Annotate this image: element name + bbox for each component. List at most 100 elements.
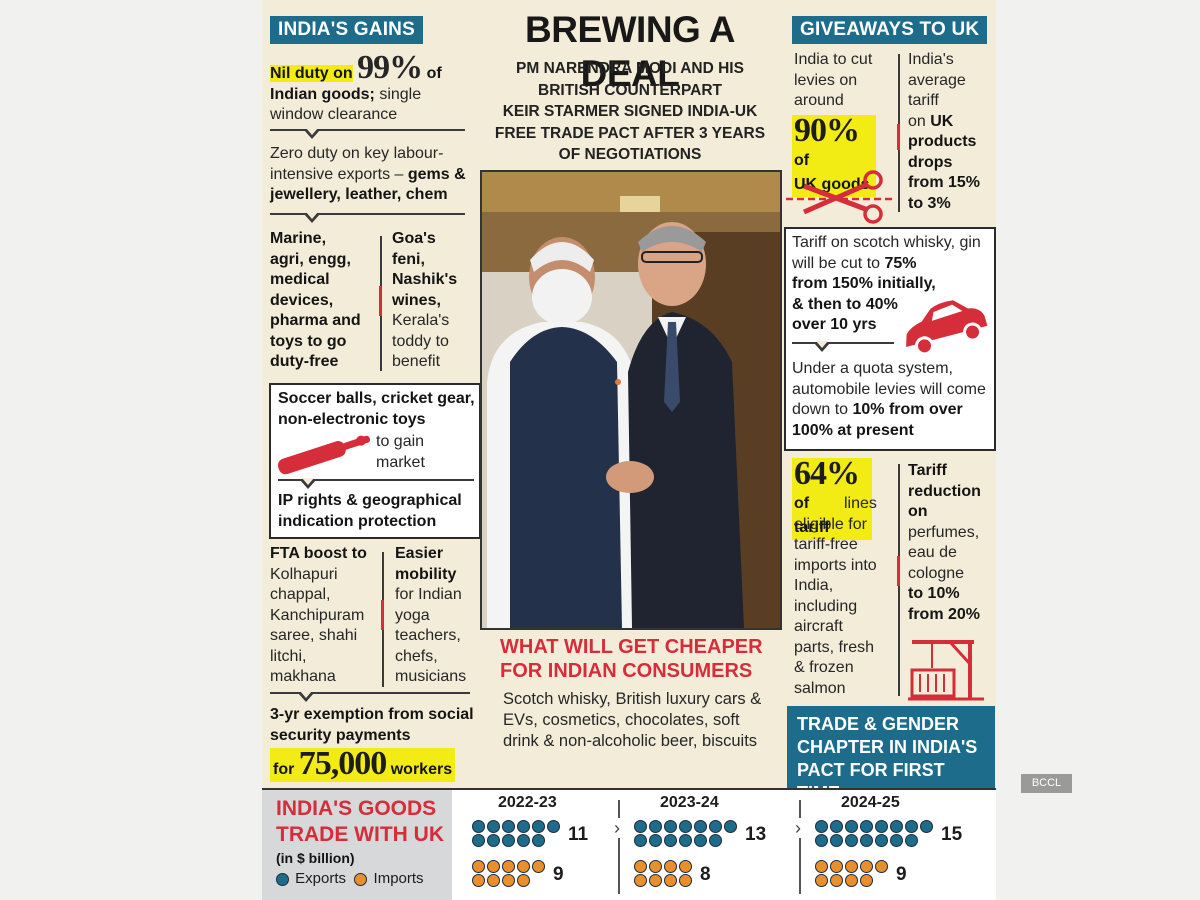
trade-year-label: 2023-24 — [660, 794, 719, 811]
imports-legend-label: Imports — [373, 870, 424, 887]
accent-bar — [897, 556, 900, 586]
cheaper-heading: WHAT WILL GET CHEAPER FOR INDIAN CONSUME… — [500, 636, 763, 682]
exports-dots — [815, 820, 937, 848]
imports-dots — [472, 860, 549, 888]
year-separator — [799, 800, 801, 894]
exports-dot — [724, 820, 737, 834]
giveaways-heading: GIVEAWAYS TO UK — [792, 16, 988, 44]
exports-dot — [664, 820, 677, 834]
imports-dot — [487, 860, 500, 874]
imports-dot — [649, 874, 662, 888]
chevron-right-icon: › — [614, 818, 620, 838]
social-security-text: 3-yr exemption from social security paym… — [270, 706, 474, 744]
exports-dot — [920, 820, 933, 834]
imports-dot — [532, 860, 545, 874]
exports-value: 15 — [941, 824, 963, 845]
divider — [270, 213, 465, 215]
imports-dot — [679, 860, 692, 874]
imports-dot — [875, 860, 888, 874]
exports-value: 11 — [568, 824, 589, 845]
soccer-rest: to gain market — [376, 433, 425, 471]
marine-block: Marine, agri, engg, medical devices, pha… — [270, 230, 361, 370]
imports-dot — [472, 874, 485, 888]
imports-dots — [634, 860, 696, 888]
divider-pointer — [300, 478, 316, 489]
accent-bar — [381, 600, 384, 630]
imports-dot — [472, 860, 485, 874]
imports-dot — [664, 874, 677, 888]
imports-dot — [634, 874, 647, 888]
cut-levies-highlight: 90% of UK goods — [792, 114, 876, 197]
imports-value: 9 — [896, 864, 907, 885]
imports-dot — [502, 874, 515, 888]
exports-dot — [860, 820, 873, 834]
exports-dot — [694, 834, 707, 848]
exports-dot — [694, 820, 707, 834]
bccl-credit: BCCL — [1021, 774, 1072, 793]
exports-dot — [502, 820, 515, 834]
imports-dot — [815, 874, 828, 888]
imports-dot — [679, 874, 692, 888]
exports-dot — [487, 834, 500, 848]
imports-dot — [830, 874, 843, 888]
imports-dot — [649, 860, 662, 874]
exports-dot — [502, 834, 515, 848]
leaders-photo — [480, 170, 782, 630]
india-gains-heading: INDIA'S GAINS — [270, 16, 423, 44]
exports-legend-swatch — [276, 872, 289, 886]
imports-dots — [815, 860, 892, 888]
divider-pointer — [304, 212, 320, 223]
divider — [270, 129, 465, 131]
exports-dot — [472, 820, 485, 834]
car-icon — [906, 300, 988, 356]
divider — [270, 692, 470, 694]
imports-dot — [664, 860, 677, 874]
exports-dot — [649, 820, 662, 834]
imports-legend-swatch — [354, 872, 368, 886]
exports-dot — [517, 820, 530, 834]
exports-legend-label: Exports — [295, 870, 347, 887]
ip-rights-text: IP rights & geographical indication prot… — [278, 492, 462, 530]
exports-dot — [845, 834, 858, 848]
exports-dot — [709, 834, 722, 848]
exports-dot — [830, 820, 843, 834]
year-separator — [618, 800, 620, 894]
perfume-block: Tariff reduction on perfumes, eau de col… — [908, 462, 981, 623]
imports-dot — [502, 860, 515, 874]
accent-bar — [897, 124, 900, 150]
divider-pointer — [298, 691, 314, 702]
whisky-auto-box — [784, 227, 996, 451]
divider — [792, 342, 894, 344]
tariff-lines-highlight: 64% of tariff — [792, 457, 872, 540]
exports-dot — [679, 834, 692, 848]
whisky-block: Tariff on scotch whisky, gin will be cut… — [792, 234, 981, 333]
exports-dot — [905, 820, 918, 834]
exports-dots — [472, 820, 564, 848]
exports-dot — [487, 820, 500, 834]
trade-year-label: 2024-25 — [841, 794, 900, 811]
divider-pointer — [304, 128, 320, 139]
imports-dot — [634, 860, 647, 874]
divider — [278, 479, 474, 481]
exports-dot — [890, 834, 903, 848]
exports-dot — [815, 834, 828, 848]
exports-dot — [664, 834, 677, 848]
cheaper-list: Scotch whisky, British luxury cars & EVs… — [503, 690, 762, 750]
exports-dots — [634, 820, 741, 848]
soccer-block: Soccer balls, cricket gear, non-electron… — [278, 390, 475, 428]
trade-gender-banner: TRADE & GENDER CHAPTER IN INDIA'S PACT F… — [787, 706, 995, 803]
cricket-bat-icon — [277, 435, 371, 475]
infographic-subtitle: PM NARENDRA MODI AND HIS BRITISH COUNTER… — [494, 60, 766, 163]
exports-dot — [875, 834, 888, 848]
leaders-handshake-image — [482, 172, 780, 628]
imports-dot — [845, 874, 858, 888]
chevron-right-icon: › — [795, 818, 801, 838]
trade-year-label: 2022-23 — [498, 794, 557, 811]
imports-dot — [487, 874, 500, 888]
imports-value: 9 — [553, 864, 564, 885]
tariff-lines-block: lines eligible for tariff-free imports i… — [794, 495, 877, 697]
imports-value: 8 — [700, 864, 711, 885]
exports-dot — [815, 820, 828, 834]
workers-highlight: for 75,000 workers — [270, 747, 456, 782]
infographic-title: BREWING A DEAL — [525, 9, 735, 94]
